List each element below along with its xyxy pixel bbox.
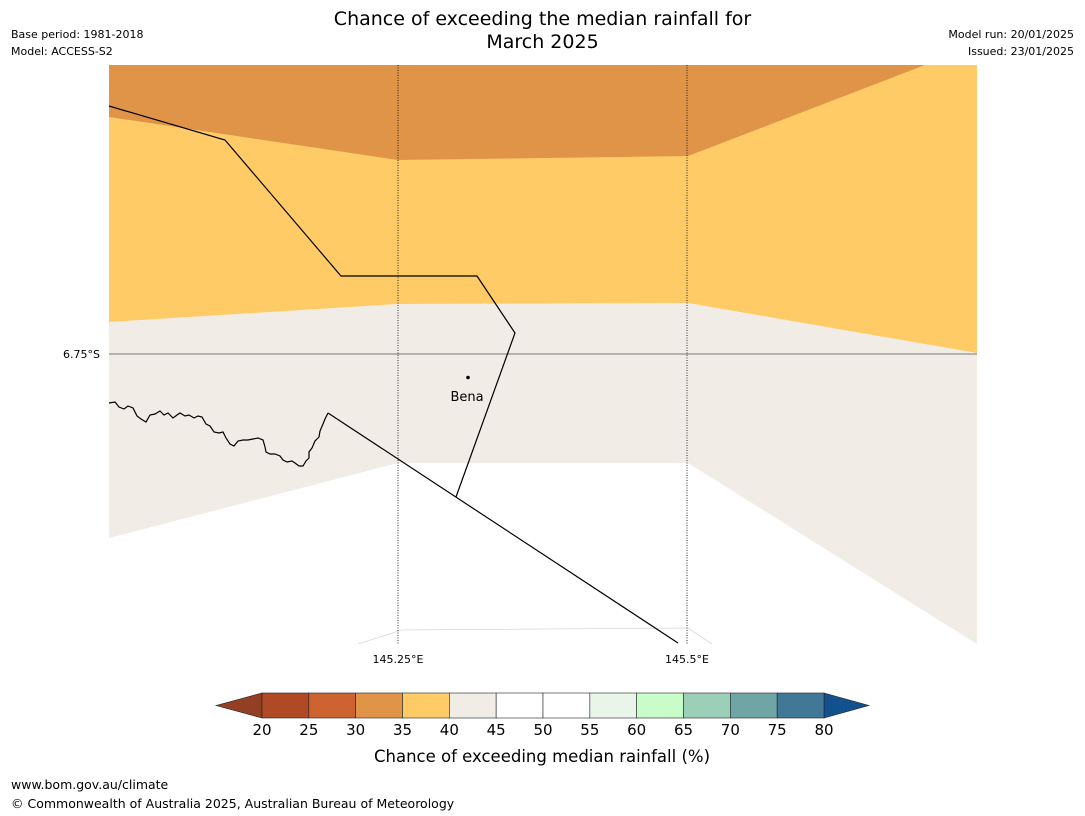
lon-label-145-25: 145.25°E [373,653,424,666]
title-line-2: March 2025 [486,31,599,53]
bena-marker [466,375,470,380]
colorbar-tick-label: 80 [814,721,833,739]
colorbar-tick-label: 20 [252,721,271,739]
colorbar-tick-label: 70 [721,721,740,739]
colorbar-label: Chance of exceeding median rainfall (%) [374,747,710,766]
colorbar-tick-label: 30 [346,721,365,739]
metadata-right: Model run: 20/01/2025 Issued: 23/01/2025 [948,26,1074,60]
colorbar-segment [542,692,591,719]
colorbar-tick-label: 25 [299,721,318,739]
colorbar-segment [308,692,356,719]
region-40-45 [109,303,977,644]
base-period: Base period: 1981-2018 [11,28,144,41]
colorbar-segment [589,692,637,719]
model-edge-line [357,627,713,644]
footer: www.bom.gov.au/climate © Commonwealth of… [11,775,454,813]
colorbar-segment [636,692,684,719]
colorbar-tick-label: 60 [627,721,646,739]
colorbar: 20 25 30 35 40 45 50 55 60 65 70 75 80 Chance of exc… [214,692,871,766]
metadata-left: Base period: 1981-2018 Model: ACCESS-S2 [11,26,143,60]
colorbar-segment [495,692,544,719]
colorbar-tick-label: 40 [440,721,459,739]
colorbar-segment [261,692,310,719]
colorbar-under-arrow [214,692,263,719]
lat-label-6-75: 6.75°S [63,348,100,361]
colorbar-segment [730,692,778,719]
coastline [108,401,329,467]
colorbar-over-arrow [823,692,871,719]
colorbar-tick-label: 55 [580,721,599,739]
colorbar-segment [355,692,403,719]
region-30-35 [109,65,925,160]
province-boundary-north [108,105,516,498]
colorbar-segment [402,692,450,719]
lon-label-145-5: 145.5°E [665,653,709,666]
colorbar-tick-label: 75 [768,721,787,739]
bena-label: Bena [450,390,483,405]
title-line-1: Chance of exceeding the median rainfall … [333,8,752,30]
colorbar-tick-label: 35 [393,721,412,739]
footer-url: www.bom.gov.au/climate [11,777,169,792]
colorbar-tick-label: 65 [674,721,693,739]
model-run: Model run: 20/01/2025 [948,28,1074,41]
colorbar-ticks: 20 25 30 35 40 45 50 55 60 65 70 75 80 [252,721,833,739]
colorbar-tick-label: 50 [533,721,552,739]
colorbar-segments [261,692,825,719]
model-name: Model: ACCESS-S2 [11,45,113,58]
province-boundary-south [327,412,679,644]
issued-date: Issued: 23/01/2025 [967,45,1074,58]
footer-copyright: © Commonwealth of Australia 2025, Austra… [11,796,455,811]
colorbar-tick-label: 45 [487,721,506,739]
colorbar-segment [776,692,825,719]
map-title: Chance of exceeding the median rainfall … [0,8,1085,54]
colorbar-segment [449,692,497,719]
colorbar-segment [683,692,731,719]
